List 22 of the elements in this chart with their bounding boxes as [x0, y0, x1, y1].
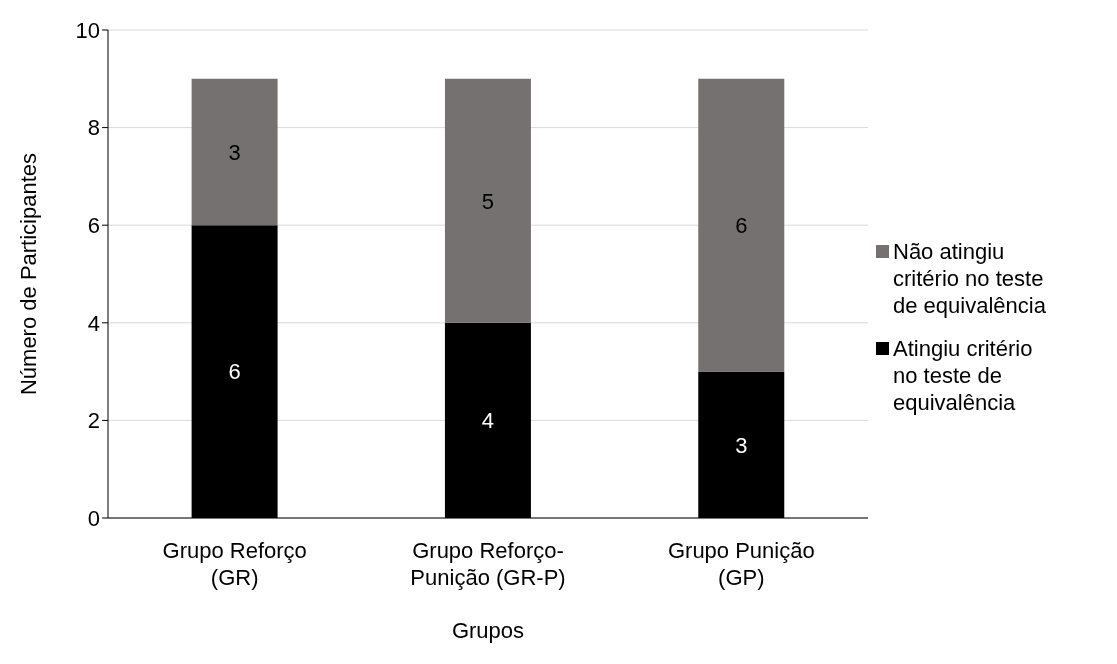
data-label: 5: [481, 188, 495, 214]
x-tick-label: Grupo Reforço (GR): [162, 538, 307, 590]
x-axis-title: Grupos: [451, 618, 525, 643]
legend-label: Atingiu critério no teste de equivalência: [893, 335, 1033, 416]
bar: [191, 78, 278, 226]
y-tick-label: 2: [87, 408, 100, 434]
y-tick-label: 0: [87, 505, 100, 531]
x-tick-label: Grupo Punição (GP): [667, 538, 815, 590]
y-axis-title: Número de Participantes: [15, 152, 41, 396]
y-tick-label: 6: [87, 213, 100, 239]
data-label: 4: [481, 408, 495, 434]
y-tick-label: 4: [87, 310, 100, 336]
bar: [698, 78, 785, 372]
legend-label: Não atingiu critério no teste de equivalência: [893, 238, 1046, 319]
data-label: 3: [228, 139, 241, 165]
bar: [444, 78, 531, 323]
x-tick-label: Grupo Reforço-Punição (GR-P): [410, 538, 566, 590]
data-label: 6: [228, 359, 241, 385]
y-tick-label: 8: [87, 115, 100, 141]
data-label: 3: [735, 432, 748, 458]
data-label: 6: [735, 213, 748, 239]
y-tick-label: 10: [75, 17, 100, 43]
